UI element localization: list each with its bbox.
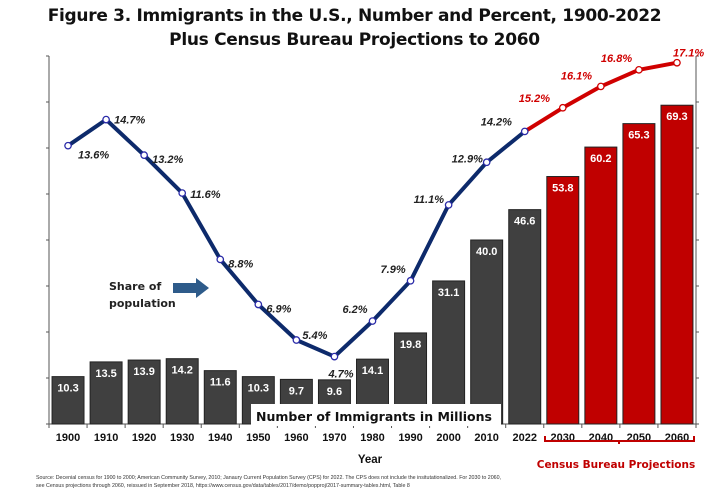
bar-2050 (622, 123, 656, 425)
x-tick-label-1910: 1910 (94, 432, 118, 444)
x-tick-label-2040: 2040 (589, 432, 613, 444)
bar-series-label-background (251, 404, 501, 426)
x-tick-label-1930: 1930 (170, 432, 194, 444)
line-label-1950: 6.9% (266, 303, 291, 315)
line-point-2010 (482, 158, 491, 167)
bar-label-2000: 31.1 (438, 287, 459, 299)
x-tick-label-1920: 1920 (132, 432, 156, 444)
line-point-2000 (444, 201, 453, 209)
x-tick-label-2010: 2010 (474, 432, 498, 444)
source-note: Source: Decenial census for 1900 to 2000… (36, 475, 696, 490)
line-label-1920: 13.2% (152, 154, 183, 166)
x-tick-label-2022: 2022 (512, 432, 536, 444)
line-point-2060 (673, 58, 681, 67)
line-point-1910 (102, 115, 110, 124)
bar-2060 (660, 104, 694, 425)
x-tick-label-2000: 2000 (436, 432, 460, 444)
bar-series-label: Number of Immigrants in Millions (256, 409, 492, 424)
x-tick-label-2060: 2060 (665, 432, 689, 444)
line-point-1960 (292, 336, 301, 344)
line-point-1940 (216, 255, 225, 264)
line-point-2050 (635, 65, 643, 74)
line-label-1930: 11.6% (190, 189, 221, 201)
line-label-2022: 14.2% (481, 116, 512, 128)
projection-bracket-label: Census Bureau Projections (537, 459, 696, 471)
bar-label-1990: 19.8 (400, 339, 421, 351)
line-label-2030: 15.2% (519, 93, 550, 105)
bar-label-1970: 9.6 (327, 386, 342, 398)
bar-label-2010: 40.0 (476, 246, 497, 258)
x-axis-label: Year (358, 454, 383, 466)
bar-2040 (584, 146, 618, 425)
x-tick-label-1900: 1900 (56, 432, 80, 444)
line-labels: 13.6% 14.7% 13.2% 11.6% 8.8% 6.9% 5.4% 4.7% 6.2%… (78, 48, 704, 381)
x-tick-labels: 1900 1910 1920 1930 1940 1950 1960 1970 1980 1990… (56, 432, 689, 444)
bar-label-1900: 10.3 (57, 383, 78, 395)
bar-labels: 10.3 13.5 13.9 14.2 11.6 10.3 9.7 9.6 14.1 19.8 31… (57, 111, 687, 398)
x-tick-label-1970: 1970 (322, 432, 346, 444)
bar-label-1980: 14.1 (362, 365, 383, 377)
line-series-label-line1: Share of (109, 280, 161, 293)
bar-label-1950: 10.3 (248, 383, 269, 395)
line-point-1970 (330, 352, 339, 361)
line-point-2022 (520, 127, 529, 136)
x-tick-label-1950: 1950 (246, 432, 270, 444)
x-tick-label-2050: 2050 (627, 432, 651, 444)
bar-label-2040: 60.2 (590, 153, 611, 165)
line-label-2040: 16.1% (561, 70, 592, 82)
bar-1910 (89, 361, 123, 425)
bar-label-2050: 65.3 (628, 130, 649, 142)
source-line-1: Source: Decenial census for 1900 to 2000… (36, 475, 502, 481)
line-label-1910: 14.7% (114, 115, 145, 127)
bar-2030 (546, 176, 580, 425)
line-label-1940: 8.8% (228, 258, 253, 270)
line-point-1900 (64, 141, 72, 150)
bar-1940 (203, 370, 237, 425)
line-series-label-line2: population (109, 297, 176, 310)
bar-2000 (432, 280, 466, 425)
line-point-1990 (406, 276, 415, 285)
line-label-1990: 7.9% (381, 264, 406, 276)
line-series (64, 58, 681, 361)
bar-1930 (165, 358, 199, 425)
line-point-1930 (178, 189, 187, 197)
arrow-icon (173, 278, 209, 298)
projection-bracket (544, 436, 695, 444)
bar-label-1910: 13.5 (95, 368, 116, 380)
line-point-1920 (140, 151, 148, 160)
bar-label-2030: 53.8 (552, 183, 573, 195)
bar-1900 (51, 376, 85, 425)
line-label-1900: 13.6% (78, 150, 109, 162)
line-label-1970: 4.7% (327, 369, 353, 381)
x-tick-label-1980: 1980 (360, 432, 384, 444)
line-label-2010: 12.9% (452, 153, 483, 165)
line-label-2060: 17.1% (673, 48, 704, 60)
line-label-1980: 6.2% (343, 304, 368, 316)
line-label-2000: 11.1% (414, 194, 445, 206)
bar-2010 (470, 239, 504, 425)
bar-label-1940: 11.6 (210, 377, 231, 389)
line-point-1980 (368, 317, 377, 325)
source-line-2: see Census projections through 2060, rei… (36, 482, 410, 489)
bar-label-1930: 14.2 (171, 365, 192, 377)
bar-label-2022: 46.6 (514, 216, 535, 228)
x-tick-label-1990: 1990 (398, 432, 422, 444)
line-point-2030 (558, 103, 567, 112)
bar-2022 (508, 209, 542, 425)
chart-title: Figure 3. Immigrants in the U.S., Number… (47, 6, 662, 26)
line-label-1960: 5.4% (302, 330, 327, 342)
line-label-2050: 16.8% (601, 53, 632, 65)
line-point-1950 (254, 300, 263, 309)
bar-1920 (127, 359, 161, 425)
x-tick-label-1940: 1940 (208, 432, 232, 444)
bar-label-2060: 69.3 (666, 111, 687, 123)
chart-subtitle: Plus Census Bureau Projections to 2060 (169, 30, 540, 50)
bar-label-1960: 9.7 (289, 385, 304, 397)
x-tick-label-2030: 2030 (551, 432, 575, 444)
bar-label-1920: 13.9 (133, 366, 154, 378)
chart-title-block: Figure 3. Immigrants in the U.S., Number… (0, 4, 709, 52)
x-tick-label-1960: 1960 (284, 432, 308, 444)
line-point-2040 (597, 82, 605, 91)
